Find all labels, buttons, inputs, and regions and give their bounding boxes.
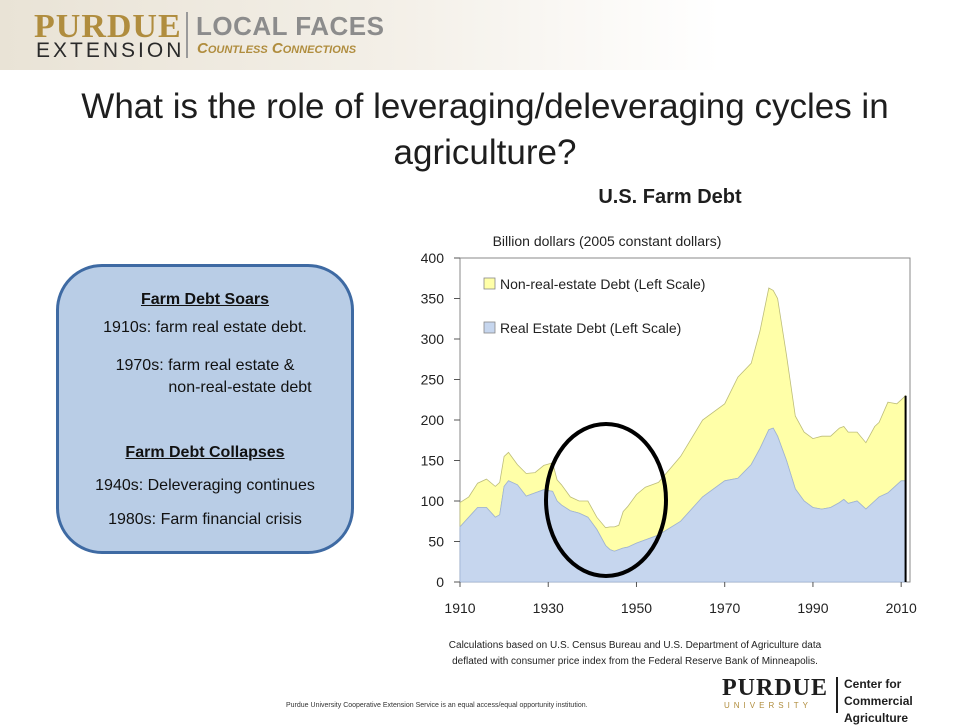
center-line-2: Commercial Agriculture <box>844 694 913 725</box>
panel-line-1940s: 1940s: Deleveraging continues <box>95 477 315 494</box>
legend-swatch <box>483 277 496 290</box>
panel-line-1970s: 1970s: farm real estate & <box>115 357 295 374</box>
center-line-1: Center for <box>844 677 902 691</box>
legend-label: Real Estate Debt (Left Scale) <box>500 320 681 336</box>
purdue-logo: PURDUE <box>34 8 182 45</box>
center-commercial-agriculture-logo: Center for Commercial Agriculture <box>844 676 960 727</box>
y-tick-label: 400 <box>421 250 445 266</box>
source-note: Calculations based on U.S. Census Bureau… <box>390 638 880 670</box>
chart-title: U.S. Farm Debt <box>598 186 742 208</box>
y-tick-label: 0 <box>436 574 444 590</box>
x-tick-label: 1970 <box>709 600 740 616</box>
header-band <box>0 0 960 70</box>
y-tick-label: 100 <box>421 493 445 509</box>
highlight-ellipse-1940s <box>544 422 668 578</box>
legend-label: Non-real-estate Debt (Left Scale) <box>500 276 705 292</box>
legend-swatch <box>483 321 496 334</box>
panel-line-1910s: 1910s: farm real estate debt. <box>103 319 307 336</box>
panel-heading-collapses: Farm Debt Collapses <box>125 444 285 461</box>
y-tick-label: 250 <box>421 372 445 388</box>
chart-subtitle: Billion dollars (2005 constant dollars) <box>493 233 722 249</box>
purdue-university-logo: PURDUE <box>722 675 828 701</box>
local-faces-logo: LOCAL FACES <box>196 11 385 41</box>
source-note-line-2: deflated with consumer price index from … <box>452 656 818 667</box>
y-tick-label: 200 <box>421 412 445 428</box>
panel-line-1980s: 1980s: Farm financial crisis <box>108 511 302 528</box>
x-tick-label: 1910 <box>444 600 475 616</box>
footer-logo-divider <box>836 677 838 713</box>
x-tick-label: 1930 <box>533 600 564 616</box>
logo-divider <box>186 12 188 58</box>
x-tick-label: 2010 <box>886 600 917 616</box>
y-tick-label: 300 <box>421 331 445 347</box>
panel-line-non-real-estate: non-real-estate debt <box>168 379 312 396</box>
y-tick-label: 350 <box>421 291 445 307</box>
countless-connections-logo: Countless Connections <box>197 40 357 57</box>
plot-area: 0 50 100 150 200 250 300 350 400 1910 1930 1950 1970… <box>421 250 917 616</box>
farm-debt-summary-panel: Farm Debt Soars 1910s: farm real estate … <box>56 264 354 554</box>
panel-heading-soars: Farm Debt Soars <box>140 291 270 308</box>
series-area-real-estate-debt <box>459 427 906 583</box>
university-wordmark: UNIVERSITY <box>724 701 813 710</box>
y-tick-label: 50 <box>428 534 444 550</box>
source-note-line-1: Calculations based on U.S. Census Bureau… <box>448 640 822 651</box>
chart-legend: Non-real-estate Debt (Left Scale) Real Es… <box>483 276 705 336</box>
y-tick-label: 150 <box>421 453 445 469</box>
x-tick-label: 1950 <box>621 600 652 616</box>
x-tick-label: 1990 <box>797 600 828 616</box>
slide-title: What is the role of leveraging/deleverag… <box>81 87 889 172</box>
extension-logo-text: EXTENSION <box>36 39 185 62</box>
equal-opportunity-note: Purdue University Cooperative Extension … <box>286 702 588 709</box>
